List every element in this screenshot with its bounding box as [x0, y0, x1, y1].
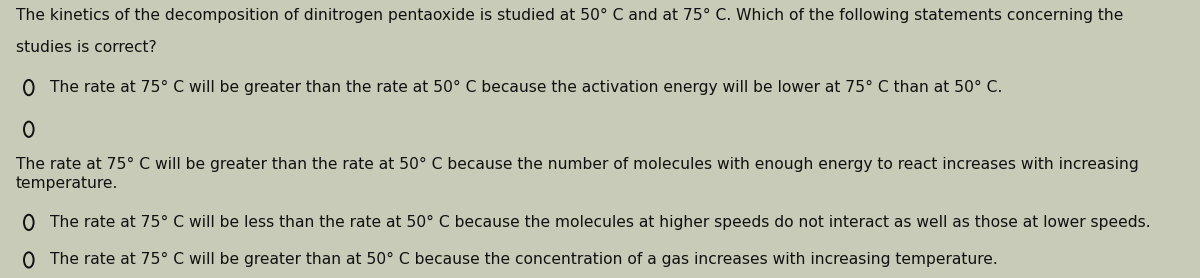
Text: The rate at 75° C will be less than the rate at 50° C because the molecules at h: The rate at 75° C will be less than the …: [50, 215, 1151, 230]
Text: studies is correct?: studies is correct?: [16, 40, 156, 55]
Text: The rate at 75° C will be greater than the rate at 50° C because the number of m: The rate at 75° C will be greater than t…: [16, 157, 1139, 191]
Text: The rate at 75° C will be greater than at 50° C because the concentration of a g: The rate at 75° C will be greater than a…: [50, 252, 998, 267]
Text: The rate at 75° C will be greater than the rate at 50° C because the activation : The rate at 75° C will be greater than t…: [50, 80, 1003, 95]
Text: The kinetics of the decomposition of dinitrogen pentaoxide is studied at 50° C a: The kinetics of the decomposition of din…: [16, 8, 1123, 23]
